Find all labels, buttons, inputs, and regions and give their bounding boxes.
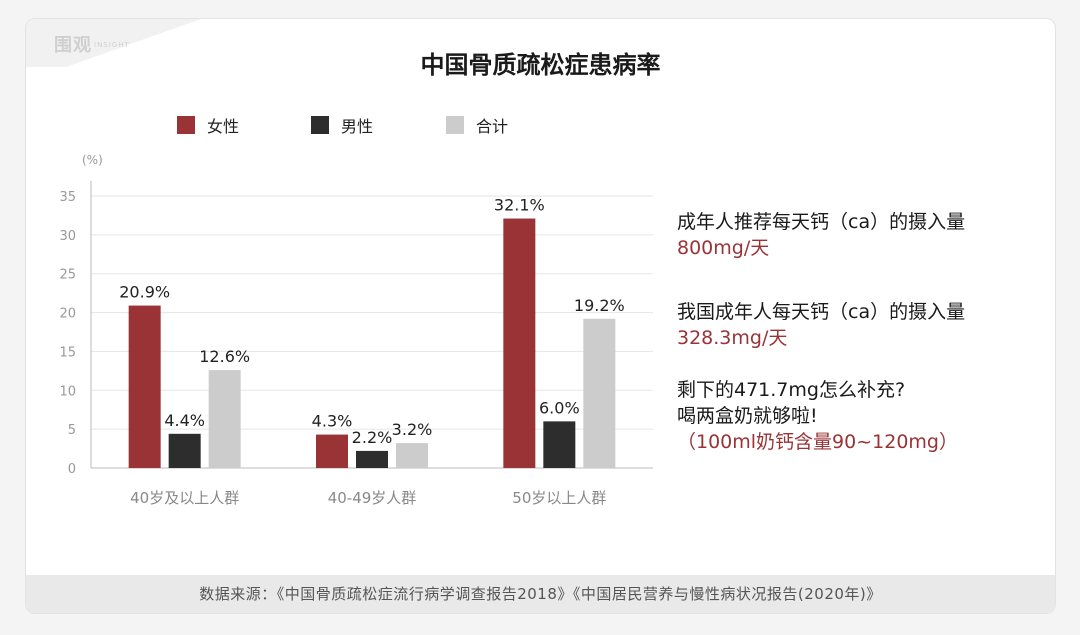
legend-item-female: 女性: [177, 115, 240, 136]
y-tick-label: 5: [68, 423, 76, 438]
data-label: 2.2%: [352, 428, 393, 447]
y-tick-label: 35: [59, 190, 76, 205]
y-tick-label: 30: [59, 229, 76, 244]
data-label: 19.2%: [574, 296, 625, 315]
bar: [583, 318, 616, 468]
x-category-label: 40岁及以上人群: [130, 489, 239, 507]
x-category-label: 40-49岁人群: [328, 489, 417, 507]
y-axis-unit: (%): [82, 153, 103, 167]
watermark-shape-icon: [26, 19, 201, 67]
data-label: 32.1%: [494, 196, 545, 215]
side-note-supplement-answer: 喝两盒奶就够啦!: [677, 405, 818, 427]
legend-swatch-female: [177, 116, 195, 134]
legend-item-male: 男性: [311, 115, 374, 136]
legend-label-female: 女性: [207, 117, 240, 136]
side-note-recommended: 成年人推荐每天钙（ca）的摄入量 800mg/天: [677, 209, 965, 261]
watermark-subtext: INSIGHT: [94, 41, 130, 49]
data-label: 4.4%: [164, 411, 205, 430]
watermark-logo: 围观 INSIGHT: [26, 19, 226, 67]
bar: [356, 450, 388, 468]
side-note-recommended-value: 800mg/天: [677, 237, 770, 259]
side-note-actual-label: 我国成年人每天钙（ca）的摄入量: [677, 301, 966, 323]
side-note-recommended-label: 成年人推荐每天钙（ca）的摄入量: [677, 211, 966, 233]
data-source-footer: 数据来源：《中国骨质疏松症流行病学调查报告2018》《中国居民营养与慢性病状况报…: [26, 575, 1055, 613]
y-tick-label: 15: [59, 345, 76, 360]
side-note-actual: 我国成年人每天钙（ca）的摄入量 328.3mg/天: [677, 299, 965, 351]
watermark-text: 围观: [54, 35, 92, 56]
bar: [128, 305, 161, 468]
data-label: 6.0%: [539, 398, 580, 417]
legend-item-total: 合计: [446, 115, 509, 136]
y-tick-label: 25: [59, 268, 76, 283]
data-label: 20.9%: [119, 283, 170, 302]
x-category-label: 50岁以上人群: [512, 489, 606, 507]
side-note-actual-value: 328.3mg/天: [677, 327, 788, 349]
data-label: 4.3%: [312, 412, 353, 431]
bar: [396, 443, 428, 468]
side-note-supplement-detail: （100ml奶钙含量90~120mg）: [677, 431, 958, 453]
side-note-supplement-question: 剩下的471.7mg怎么补充?: [677, 379, 906, 401]
side-note-supplement: 剩下的471.7mg怎么补充? 喝两盒奶就够啦! （100ml奶钙含量90~12…: [677, 377, 958, 455]
legend-label-total: 合计: [476, 117, 509, 136]
legend-label-male: 男性: [341, 117, 374, 136]
bar-chart: 0 5 10 15 20 25 30 35 20.9% 4.4% 12.6% 40岁及以上人群 4.3%…: [59, 181, 653, 507]
legend-swatch-male: [311, 116, 329, 134]
bar: [208, 370, 241, 468]
y-tick-label: 20: [59, 307, 76, 322]
chart-title: 中国骨质疏松症患病率: [420, 51, 661, 79]
y-tick-label: 0: [68, 462, 76, 477]
data-label: 12.6%: [199, 347, 250, 366]
data-label: 3.2%: [392, 420, 433, 439]
chart-card: 围观 INSIGHT 中国骨质疏松症患病率 女性 男性 合计 (%) 0 5 10 1…: [25, 18, 1056, 614]
y-tick-label: 10: [59, 384, 76, 399]
bar: [543, 421, 576, 468]
legend-swatch-total: [446, 116, 464, 134]
bar: [168, 433, 201, 468]
bar: [503, 218, 536, 468]
bar: [316, 434, 348, 468]
